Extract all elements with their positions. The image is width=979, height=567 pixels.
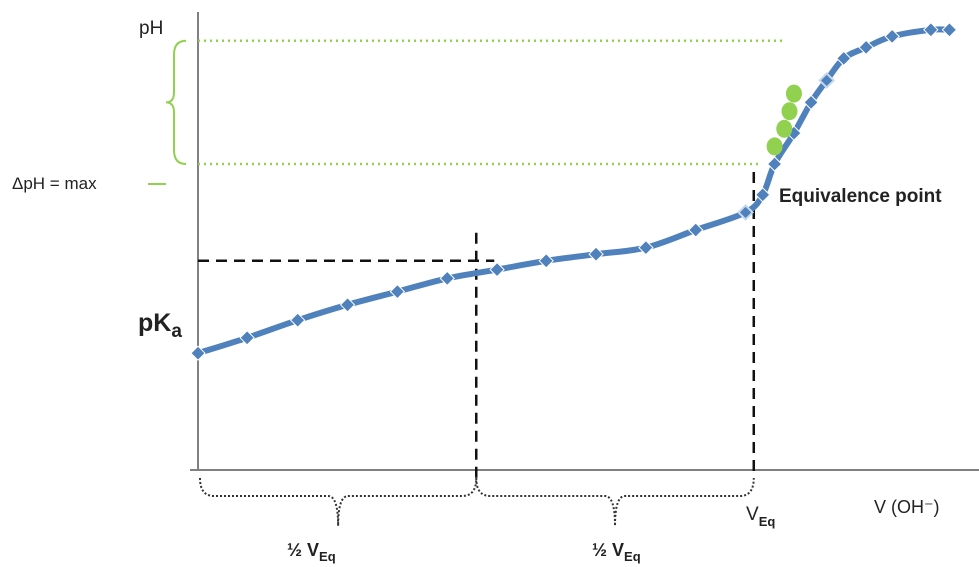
titration-curve (195, 26, 953, 357)
data-point-16 (818, 71, 836, 89)
delta-ph-brace (165, 39, 187, 165)
half-veq-right-main: ½ V (592, 540, 624, 560)
half-veq-left-main: ½ V (287, 540, 319, 560)
equivalence-point-label: Equivalence point (779, 186, 942, 207)
data-markers (190, 22, 958, 361)
half-veq-label-left: ½ VEq (287, 540, 336, 564)
equivalence-dot-0 (766, 137, 783, 156)
data-point-4 (389, 283, 406, 300)
half-veq-label-right: ½ VEq (592, 540, 641, 564)
equivalence-dot-2 (781, 102, 798, 121)
data-point-5 (439, 270, 455, 287)
veq-sub: Eq (759, 514, 776, 529)
half-veq-left-sub: Eq (319, 549, 336, 564)
y-axis-label: pH (139, 18, 163, 39)
data-point-0 (190, 345, 206, 361)
half-veq-brace-right (475, 477, 755, 527)
data-point-12 (754, 187, 771, 203)
data-point-21 (941, 22, 958, 38)
pka-main: pK (138, 309, 171, 337)
data-point-15 (803, 94, 819, 111)
pka-label: pKa (138, 309, 182, 342)
data-point-19 (884, 28, 900, 45)
half-veq-right-sub: Eq (624, 549, 641, 564)
data-point-2 (289, 312, 306, 328)
data-point-10 (688, 222, 704, 238)
veq-label: VEq (746, 504, 775, 529)
x-axis-label: V (OH⁻) (874, 497, 940, 517)
equivalence-points (766, 84, 802, 156)
delta-ph-label: ΔpH = max (12, 174, 97, 193)
equivalence-dot-1 (776, 119, 793, 138)
data-point-18 (858, 39, 874, 56)
equivalence-dot-3 (785, 84, 802, 103)
pka-subscript: a (171, 321, 182, 342)
data-point-11 (737, 203, 754, 221)
data-point-20 (923, 22, 939, 38)
data-point-9 (638, 239, 654, 256)
data-point-3 (339, 297, 356, 313)
data-point-1 (239, 330, 255, 346)
veq-main: V (746, 504, 759, 525)
data-point-17 (836, 50, 852, 67)
data-point-7 (538, 253, 554, 269)
half-veq-brace-left (199, 477, 478, 527)
data-point-6 (489, 261, 505, 278)
data-point-8 (588, 246, 604, 262)
data-point-13 (766, 156, 783, 172)
